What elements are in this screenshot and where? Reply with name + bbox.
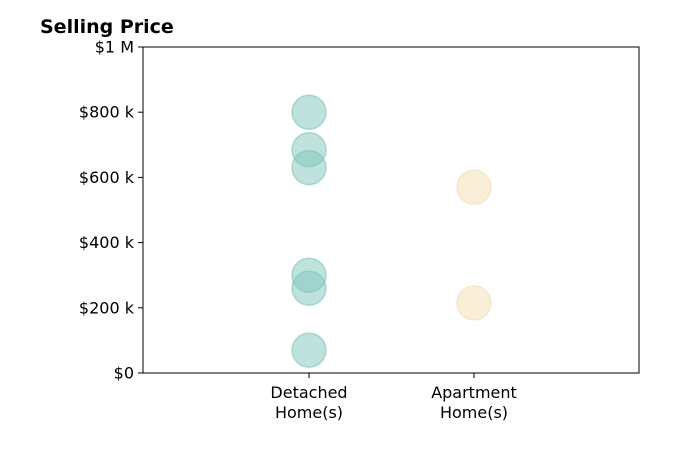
- y-tick-label: $600 k: [79, 168, 135, 187]
- data-point: [291, 149, 327, 186]
- data-point: [291, 332, 327, 368]
- y-tick-label: $200 k: [79, 298, 135, 317]
- x-tick-label: Home(s): [440, 403, 508, 422]
- data-points: [291, 94, 492, 368]
- x-tick-label: Detached: [270, 383, 347, 402]
- y-tick-label: $1 M: [95, 38, 134, 57]
- x-tick-label: Apartment: [431, 383, 517, 402]
- y-tick-label: $0: [114, 364, 134, 383]
- y-tick-label: $400 k: [79, 233, 135, 252]
- data-point: [291, 270, 327, 306]
- x-tick-label: Home(s): [275, 403, 343, 422]
- data-point: [291, 94, 327, 130]
- plot-frame: [142, 46, 640, 374]
- chart-title: Selling Price: [40, 16, 174, 38]
- y-tick-label: $800 k: [79, 103, 135, 122]
- data-point: [456, 169, 492, 205]
- y-axis: $0 $200 k $400 k $600 k $800 k $1 M: [79, 38, 143, 383]
- data-point: [456, 285, 492, 321]
